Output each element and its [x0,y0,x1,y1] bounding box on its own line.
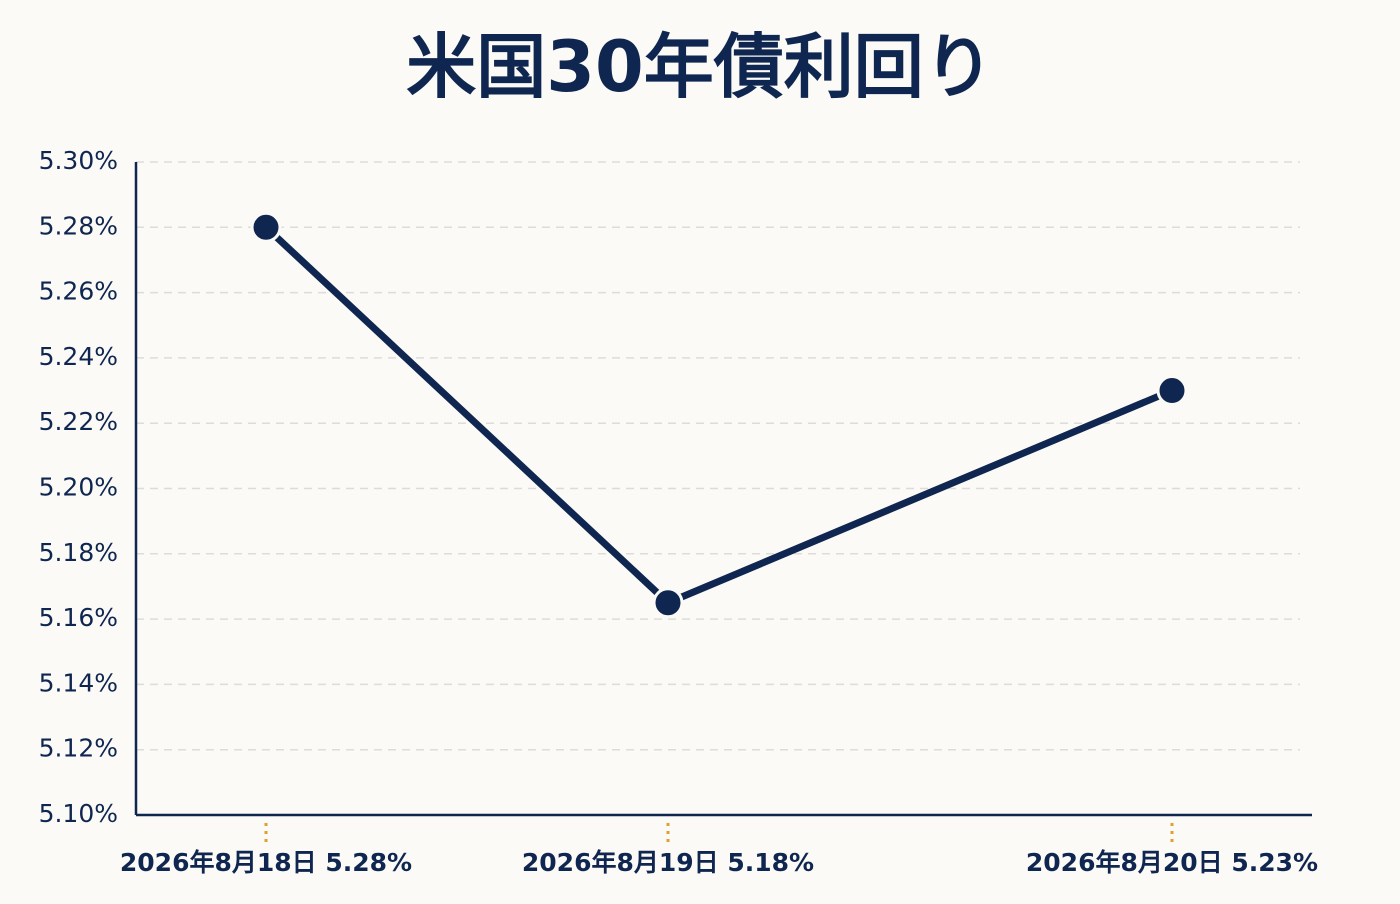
y-tick-label: 5.14% [39,668,118,697]
y-tick-label: 5.20% [39,473,118,502]
x-tick-label: 2026年8月20日 5.23% [1026,848,1318,877]
x-tick-label: 2026年8月19日 5.18% [522,848,814,877]
y-tick-label: 5.10% [39,799,118,828]
y-tick-label: 5.28% [39,211,118,240]
point [1156,375,1188,407]
point [652,587,684,619]
x-tick-label: 2026年8月18日 5.28% [120,848,412,877]
y-tick-label: 5.18% [39,538,118,567]
y-tick-label: 5.30% [39,146,118,175]
line [263,224,1174,607]
y-tick-label: 5.12% [39,734,118,763]
y-tick-label: 5.16% [39,603,118,632]
y-tick-label: 5.26% [39,277,118,306]
y-tick-label: 5.24% [39,342,118,371]
chart-title: 米国30年債利回り [406,26,993,108]
y-tick-label: 5.22% [39,407,118,436]
point [250,211,282,243]
